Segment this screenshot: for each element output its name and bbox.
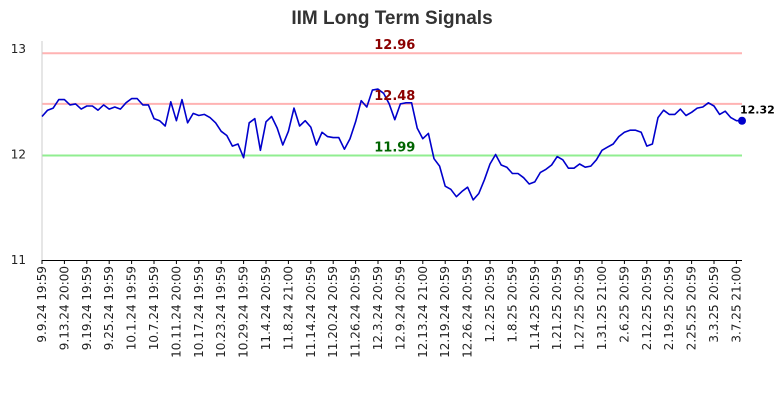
reference-label-11.99: 11.99 xyxy=(374,141,415,156)
x-tick-label: 2.19.25 20:59 xyxy=(662,266,676,350)
x-tick-label: 1.27.25 20:59 xyxy=(573,266,587,350)
x-tick-label: 10.7.24 19:59 xyxy=(147,266,161,350)
x-tick-label: 11.14.24 20:59 xyxy=(304,266,318,358)
x-tick-label: 1.8.25 20:59 xyxy=(505,266,519,343)
x-tick-label: 10.29.24 19:59 xyxy=(237,266,251,358)
x-tick-label: 12.26.24 20:59 xyxy=(461,266,475,358)
x-tick-label: 3.3.25 20:59 xyxy=(707,266,721,343)
x-tick-label: 10.23.24 19:59 xyxy=(214,266,228,358)
x-tick-label: 9.25.24 19:59 xyxy=(102,266,116,350)
x-tick-label: 1.14.25 20:59 xyxy=(528,266,542,350)
reference-lines xyxy=(42,52,742,157)
x-tick-label: 12.3.24 20:59 xyxy=(371,266,385,350)
y-tick-label: 12 xyxy=(11,148,26,162)
x-tick-label: 11.20.24 20:59 xyxy=(326,266,340,358)
x-tick-label: 1.21.25 20:59 xyxy=(550,266,564,350)
series-line xyxy=(41,88,742,201)
x-tick-label: 11.26.24 20:59 xyxy=(349,266,363,358)
x-tick-label: 9.19.24 19:59 xyxy=(80,266,94,350)
x-tick-label: 9.9.24 19:59 xyxy=(35,266,49,343)
x-tick-label: 11.4.24 20:59 xyxy=(259,266,273,350)
x-tick-label: 2.25.25 20:59 xyxy=(685,266,699,350)
axes: 11 12 13 9.9.24 19:59 9.13.24 20:00 9.19.24 1… xyxy=(11,41,743,358)
chart-title: IIM Long Term Signals xyxy=(291,8,493,29)
x-tick-label: 12.19.24 20:59 xyxy=(438,266,452,358)
x-tick-label: 12.13.24 21:00 xyxy=(416,266,430,358)
x-tick-label: 12.9.24 20:59 xyxy=(393,266,407,350)
x-tick-label: 10.1.24 19:59 xyxy=(125,266,139,350)
x-tick-label: 9.13.24 20:00 xyxy=(57,266,71,350)
reference-label-12.48: 12.48 xyxy=(374,89,415,104)
x-tick-label: 11.8.24 21:00 xyxy=(281,266,295,350)
x-tick-label: 1.2.25 20:59 xyxy=(483,266,497,343)
x-tick-label: 10.17.24 19:59 xyxy=(192,266,206,358)
y-tick-label: 13 xyxy=(11,42,26,56)
x-tick-label: 2.6.25 20:59 xyxy=(617,266,631,343)
reference-label-12.96: 12.96 xyxy=(374,38,415,53)
last-point-marker xyxy=(738,116,746,125)
x-tick-label: 1.31.25 21:00 xyxy=(595,266,609,350)
last-point-label: 12.32 xyxy=(740,104,775,117)
y-tick-label: 11 xyxy=(11,253,26,267)
series-line-group xyxy=(41,88,742,201)
annotation-labels: 12.96 12.48 11.99 12.32 xyxy=(374,38,775,155)
x-tick-label: 10.11.24 20:00 xyxy=(169,266,183,358)
x-tick-label: 2.12.25 20:59 xyxy=(640,266,654,350)
x-tick-label: 3.7.25 21:00 xyxy=(729,266,743,343)
